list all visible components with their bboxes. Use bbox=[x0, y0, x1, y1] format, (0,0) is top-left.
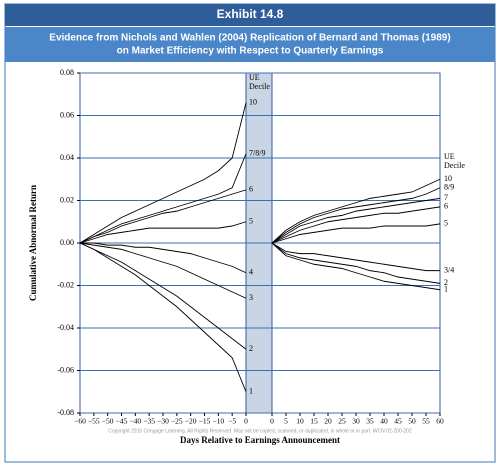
series-line bbox=[271, 197, 441, 244]
x-tick-label: −35 bbox=[143, 417, 155, 426]
y-tick-label: 0.04 bbox=[60, 153, 74, 162]
y-tick-label: 0.06 bbox=[60, 110, 74, 119]
series-label: 8/9 bbox=[444, 183, 454, 192]
x-tick-label: 45 bbox=[394, 417, 402, 426]
series-label: 2 bbox=[249, 344, 253, 353]
header: Exhibit 14.8 bbox=[217, 7, 284, 21]
x-tick-label: 55 bbox=[422, 417, 430, 426]
series-label: 1 bbox=[444, 285, 448, 294]
series-label: 5 bbox=[444, 219, 448, 228]
x-tick-label: −25 bbox=[171, 417, 183, 426]
x-tick-label: −20 bbox=[185, 417, 197, 426]
x-tick-label: −5 bbox=[228, 417, 236, 426]
x-tick-label: −30 bbox=[157, 417, 169, 426]
chart-title: Evidence from Nichols and Wahlen (2004) … bbox=[49, 33, 450, 44]
series-label: 6 bbox=[444, 202, 448, 211]
title-bar bbox=[5, 27, 495, 62]
series-line bbox=[271, 206, 441, 244]
y-axis-label: Cumulative Abnormal Return bbox=[28, 185, 38, 301]
x-tick-label: 10 bbox=[296, 417, 304, 426]
x-tick-label: −60 bbox=[74, 417, 86, 426]
series-line bbox=[271, 187, 441, 244]
series-line bbox=[271, 178, 441, 244]
x-tick-label: −45 bbox=[116, 417, 128, 426]
series-line bbox=[271, 242, 441, 291]
chart-title: on Market Efficiency with Respect to Qua… bbox=[117, 46, 384, 57]
x-tick-label: 50 bbox=[408, 417, 416, 426]
series-label: 6 bbox=[249, 185, 253, 194]
series-label: 10 bbox=[444, 174, 452, 183]
series-line bbox=[271, 223, 441, 244]
series-label: 7 bbox=[444, 193, 448, 202]
series-line bbox=[79, 153, 247, 244]
x-tick-label: −50 bbox=[102, 417, 114, 426]
x-tick-label: −55 bbox=[88, 417, 100, 426]
series-line bbox=[79, 102, 247, 244]
x-tick-label: 0 bbox=[270, 417, 274, 426]
series-label: 3 bbox=[249, 293, 253, 302]
x-tick-label: 5 bbox=[284, 417, 288, 426]
y-tick-label: -0.04 bbox=[57, 323, 74, 332]
x-tick-label: −10 bbox=[212, 417, 224, 426]
series-line bbox=[79, 221, 247, 244]
footnote: Copyright 2010 Cengage Learning. All Rig… bbox=[108, 428, 412, 434]
legend-title: UE bbox=[249, 73, 260, 82]
series-line bbox=[79, 242, 247, 299]
legend-title: UE bbox=[444, 152, 455, 161]
series-label: 5 bbox=[249, 217, 253, 226]
x-tick-label: 60 bbox=[436, 417, 444, 426]
x-tick-label: −15 bbox=[199, 417, 211, 426]
x-axis-label: Days Relative to Earnings Announcement bbox=[180, 435, 340, 445]
x-tick-label: 20 bbox=[324, 417, 332, 426]
y-tick-label: 0.00 bbox=[60, 238, 74, 247]
series-label: 3/4 bbox=[444, 265, 454, 274]
series-label: 4 bbox=[249, 268, 253, 277]
x-tick-label: 0 bbox=[244, 417, 248, 426]
x-tick-label: 25 bbox=[338, 417, 346, 426]
legend-title: Decile bbox=[249, 82, 270, 91]
series-line bbox=[79, 242, 247, 350]
y-tick-label: -0.06 bbox=[57, 365, 74, 374]
x-tick-label: 30 bbox=[352, 417, 360, 426]
x-tick-label: 35 bbox=[366, 417, 374, 426]
series-line bbox=[79, 242, 247, 392]
header-bar bbox=[5, 4, 495, 26]
x-tick-label: −40 bbox=[129, 417, 141, 426]
x-tick-label: 40 bbox=[380, 417, 388, 426]
y-tick-label: -0.02 bbox=[57, 280, 74, 289]
series-line bbox=[80, 242, 247, 274]
x-tick-label: 15 bbox=[310, 417, 318, 426]
y-tick-label: 0.08 bbox=[60, 68, 74, 77]
y-tick-label: 0.02 bbox=[60, 195, 74, 204]
series-label: 1 bbox=[249, 387, 253, 396]
series-label: 10 bbox=[249, 98, 257, 107]
series-label: 7/8/9 bbox=[249, 149, 265, 158]
legend-title: Decile bbox=[444, 161, 465, 170]
y-tick-label: -0.08 bbox=[57, 408, 74, 417]
series-line bbox=[271, 242, 441, 284]
series-line bbox=[79, 189, 247, 244]
series-label: 2 bbox=[444, 278, 448, 287]
series-line bbox=[271, 242, 440, 272]
